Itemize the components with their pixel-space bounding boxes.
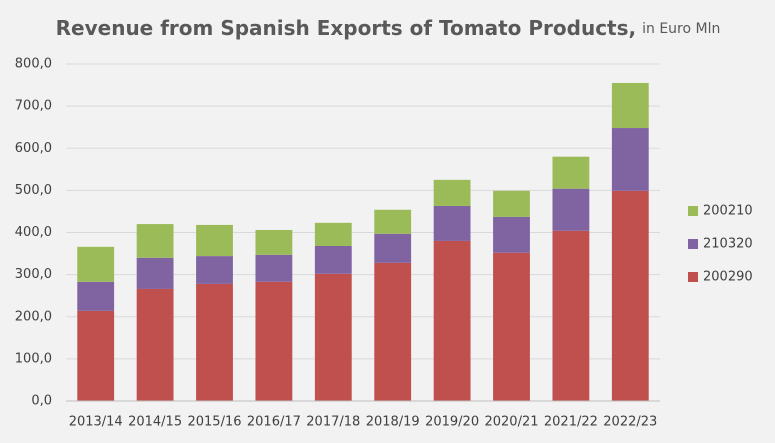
bar-segment [77,281,115,311]
bar-segment [255,281,293,401]
y-tick-label: 300,0 [15,267,52,282]
bar-segment [255,254,293,282]
legend-label: 210320 [703,237,753,252]
y-tick-label: 700,0 [15,99,52,114]
bar-segment [374,233,412,263]
bar-segment [552,156,590,189]
bar-segment [136,224,174,258]
bar-segment [314,222,352,246]
x-tick-label: 2016/17 [247,415,301,430]
x-tick-label: 2014/15 [128,415,182,430]
x-tick-label: 2018/19 [366,415,420,430]
chart-subtitle: in Euro Mln [642,21,720,37]
y-tick-label: 800,0 [15,57,52,72]
y-tick-label: 200,0 [15,309,52,324]
x-tick-label: 2020/21 [484,415,538,430]
bar-segment [493,216,530,253]
chart-title-group: Revenue from Spanish Exports of Tomato P… [56,16,721,40]
bar-segment [77,246,115,282]
y-tick-label: 600,0 [15,141,52,156]
bar-segment [196,224,233,257]
bar-segment [314,273,352,401]
bar-segment [374,209,412,234]
bar-segment [493,252,530,401]
bar-segment [433,240,471,401]
x-tick-label: 2022/23 [603,415,657,430]
legend-label: 200290 [703,270,753,285]
bar-segment [196,256,233,284]
bar-segment [433,205,471,241]
x-tick-label: 2021/22 [544,415,598,430]
bar-segment [552,230,590,401]
bar-segment [196,283,233,401]
x-tick-label: 2017/18 [306,415,360,430]
y-tick-label: 500,0 [15,183,52,198]
y-tick-label: 100,0 [15,351,52,366]
bar-segment [433,179,471,206]
y-tick-label: 0,0 [31,394,52,409]
y-tick-label: 400,0 [15,225,52,240]
legend-swatch [688,239,698,249]
legend-label: 200210 [703,204,753,219]
bar-segment [493,190,530,217]
x-tick-label: 2019/20 [425,415,479,430]
bar-segment [611,190,649,401]
legend-swatch [688,272,698,282]
x-tick-label: 2013/14 [69,415,123,430]
bar-segment [255,229,293,255]
bar-segment [136,257,174,289]
bar-segment [552,188,590,231]
chart-title: Revenue from Spanish Exports of Tomato P… [56,16,636,40]
bar-segment [77,310,115,401]
legend-swatch [688,206,698,216]
bar-segment [374,262,412,401]
bar-segment [611,82,649,129]
x-tick-label: 2015/16 [187,415,241,430]
bar-segment [611,128,649,191]
bar-segment [136,288,174,401]
bar-segment [314,245,352,274]
